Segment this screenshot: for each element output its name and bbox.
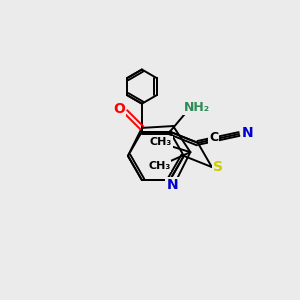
Text: CH₃: CH₃ <box>148 161 170 171</box>
Text: C: C <box>209 131 218 144</box>
Text: S: S <box>213 160 223 174</box>
Text: N: N <box>242 125 254 140</box>
Text: NH₂: NH₂ <box>184 101 210 114</box>
Text: CH₃: CH₃ <box>150 137 172 147</box>
Text: O: O <box>113 102 125 116</box>
Text: N: N <box>167 178 178 192</box>
